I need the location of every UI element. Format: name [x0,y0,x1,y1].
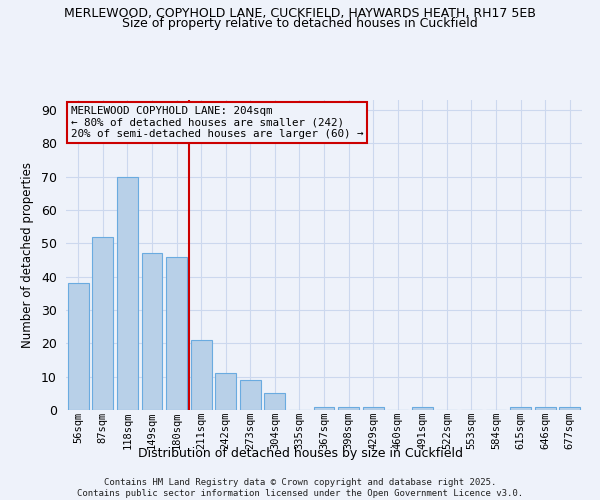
Text: MERLEWOOD, COPYHOLD LANE, CUCKFIELD, HAYWARDS HEATH, RH17 5EB: MERLEWOOD, COPYHOLD LANE, CUCKFIELD, HAY… [64,8,536,20]
Bar [191,340,212,410]
Bar [535,406,556,410]
Text: Distribution of detached houses by size in Cuckfield: Distribution of detached houses by size … [137,448,463,460]
Bar [92,236,113,410]
Bar [215,374,236,410]
Text: Contains HM Land Registry data © Crown copyright and database right 2025.
Contai: Contains HM Land Registry data © Crown c… [77,478,523,498]
Text: Size of property relative to detached houses in Cuckfield: Size of property relative to detached ho… [122,18,478,30]
Bar [265,394,286,410]
Bar [338,406,359,410]
Text: MERLEWOOD COPYHOLD LANE: 204sqm
← 80% of detached houses are smaller (242)
20% o: MERLEWOOD COPYHOLD LANE: 204sqm ← 80% of… [71,106,364,140]
Bar [117,176,138,410]
Bar [559,406,580,410]
Bar [362,406,383,410]
Y-axis label: Number of detached properties: Number of detached properties [21,162,34,348]
Bar [166,256,187,410]
Bar [412,406,433,410]
Bar [240,380,261,410]
Bar [314,406,334,410]
Bar [68,284,89,410]
Bar [510,406,531,410]
Bar [142,254,163,410]
